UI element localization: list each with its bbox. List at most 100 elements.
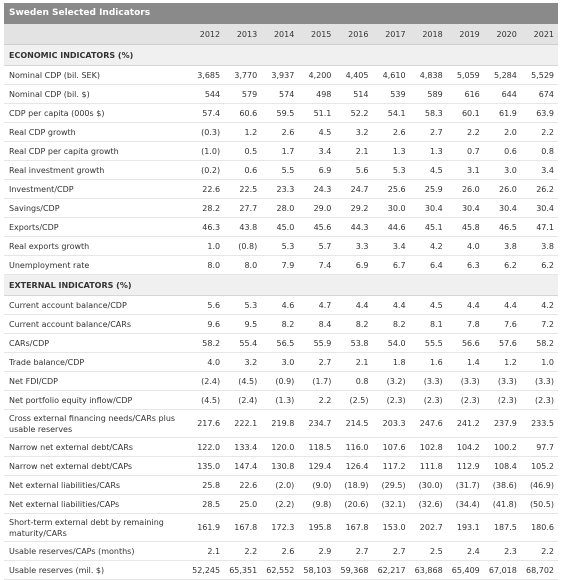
- indicator-value: 27.7: [224, 198, 262, 218]
- indicator-value: 2.6: [372, 122, 410, 142]
- indicator-value: 97.7: [520, 437, 558, 457]
- indicator-value: 147.4: [224, 456, 262, 476]
- indicator-value: 219.8: [261, 409, 299, 438]
- indicator-value: 2.6: [261, 541, 299, 561]
- indicator-value: 57.6: [483, 333, 521, 353]
- indicator-value: 46.5: [483, 217, 521, 237]
- indicator-value: 102.8: [409, 437, 447, 457]
- indicator-value: 2.7: [409, 122, 447, 142]
- indicator-value: 6.4: [409, 255, 447, 275]
- indicator-value: 60.1: [446, 103, 484, 123]
- indicator-value: (32.6): [409, 494, 447, 514]
- indicator-value: 65,351: [224, 560, 262, 580]
- indicator-value: 8.0: [224, 255, 262, 275]
- indicator-value: 54.1: [372, 103, 410, 123]
- table-row: Real CDP growth (0.3) 1.2 2.6 4.5 3.2 2.6 2.7 2.…: [4, 122, 558, 142]
- indicator-value: 25.0: [224, 494, 262, 514]
- indicator-value: 5.5: [261, 160, 299, 180]
- indicator-label: Short-term external debt by remaining ma…: [4, 513, 188, 542]
- indicator-value: (2.3): [520, 390, 558, 410]
- table-row: Nominal CDP (bil. SEK) 3,685 3,770 3,937 4,2…: [4, 65, 558, 85]
- indicator-value: 180.6: [520, 513, 558, 542]
- indicator-value: 2.2: [520, 541, 558, 561]
- indicator-value: 2.2: [446, 122, 484, 142]
- indicator-label: Real investment growth: [4, 160, 188, 180]
- indicator-value: 7.8: [446, 314, 484, 334]
- indicator-value: 2.4: [446, 541, 484, 561]
- indicator-value: 25.6: [372, 179, 410, 199]
- indicator-label: CARs/CDP: [4, 333, 188, 353]
- indicator-label: Net FDI/CDP: [4, 371, 188, 391]
- year-header-cell: 2013: [224, 24, 262, 45]
- indicator-value: (34.4): [446, 494, 484, 514]
- indicator-value: 247.6: [409, 409, 447, 438]
- indicator-value: 4.4: [372, 295, 410, 315]
- indicator-value: 167.8: [224, 513, 262, 542]
- indicator-value: 214.5: [335, 409, 373, 438]
- indicator-value: 116.0: [335, 437, 373, 457]
- table-row: Investment/CDP 22.6 22.5 23.3 24.3 24.7 25.6 25…: [4, 179, 558, 199]
- year-header-cell: 2017: [372, 24, 410, 45]
- indicator-value: 2.2: [298, 390, 336, 410]
- indicator-value: 8.4: [298, 314, 336, 334]
- table-row: CDP per capita (000s $) 57.4 60.6 59.5 51.1 5…: [4, 103, 558, 123]
- indicator-value: 2.1: [187, 541, 225, 561]
- table-row: Real investment growth (0.2) 0.6 5.5 6.9 5.6 5…: [4, 160, 558, 180]
- indicator-value: 3.1: [446, 160, 484, 180]
- indicator-value: 6.3: [446, 255, 484, 275]
- indicator-label: Savings/CDP: [4, 198, 188, 218]
- indicator-value: 233.5: [520, 409, 558, 438]
- indicator-value: 6.2: [520, 255, 558, 275]
- section-heading: ECONOMIC INDICATORS (%): [4, 44, 558, 66]
- indicator-value: 55.4: [224, 333, 262, 353]
- year-header-cell: 2020: [483, 24, 521, 45]
- table-row: Net portfolio equity inflow/CDP (4.5) (2.4…: [4, 390, 558, 410]
- table-row: Unemployment rate 8.0 8.0 7.9 7.4 6.9 6.7 6.4 6.…: [4, 255, 558, 275]
- indicator-value: (32.1): [372, 494, 410, 514]
- indicator-value: 5.6: [187, 295, 225, 315]
- indicator-value: 58.2: [187, 333, 225, 353]
- indicator-label: Narrow net external debt/CARs: [4, 437, 188, 457]
- table-row: Usable reserves (mil. $) 52,245 65,351 62,5…: [4, 560, 558, 580]
- indicator-value: 1.3: [409, 141, 447, 161]
- indicator-value: 30.4: [483, 198, 521, 218]
- table-row: Narrow net external debt/CARs 122.0 133.4 1…: [4, 437, 558, 457]
- indicator-value: 44.6: [372, 217, 410, 237]
- indicator-value: 122.0: [187, 437, 225, 457]
- indicator-value: 0.6: [224, 160, 262, 180]
- indicator-value: 23.3: [261, 179, 299, 199]
- indicators-panel: Sweden Selected Indicators 2012 2013 2014 2…: [4, 3, 558, 580]
- indicator-value: (4.5): [187, 390, 225, 410]
- indicator-value: 8.2: [372, 314, 410, 334]
- indicator-value: 65,409: [446, 560, 484, 580]
- indicator-value: 30.4: [520, 198, 558, 218]
- indicator-value: 45.6: [298, 217, 336, 237]
- indicator-value: 56.6: [446, 333, 484, 353]
- indicator-value: 62,217: [372, 560, 410, 580]
- indicator-value: 8.2: [335, 314, 373, 334]
- indicator-value: (3.3): [483, 371, 521, 391]
- indicator-value: 6.2: [483, 255, 521, 275]
- indicator-value: 47.1: [520, 217, 558, 237]
- indicator-value: 2.1: [335, 352, 373, 372]
- indicator-value: 56.5: [261, 333, 299, 353]
- indicator-value: (3.2): [372, 371, 410, 391]
- indicator-value: 28.2: [187, 198, 225, 218]
- indicator-value: 133.4: [224, 437, 262, 457]
- indicator-value: 5,059: [446, 65, 484, 85]
- indicator-value: 217.6: [187, 409, 225, 438]
- indicator-value: 5.3: [372, 160, 410, 180]
- indicator-value: 4.5: [409, 160, 447, 180]
- indicator-value: 1.6: [409, 352, 447, 372]
- indicator-value: 8.1: [409, 314, 447, 334]
- indicator-label: Exports/CDP: [4, 217, 188, 237]
- indicator-value: 161.9: [187, 513, 225, 542]
- year-header-cell: 2021: [520, 24, 558, 45]
- indicator-value: 8.0: [187, 255, 225, 275]
- section-heading: EXTERNAL INDICATORS (%): [4, 274, 558, 296]
- indicator-value: 130.8: [261, 456, 299, 476]
- indicator-value: 4,405: [335, 65, 373, 85]
- indicator-value: 172.3: [261, 513, 299, 542]
- table-row: Narrow net external debt/CAPs 135.0 147.4 1…: [4, 456, 558, 476]
- indicator-value: 167.8: [335, 513, 373, 542]
